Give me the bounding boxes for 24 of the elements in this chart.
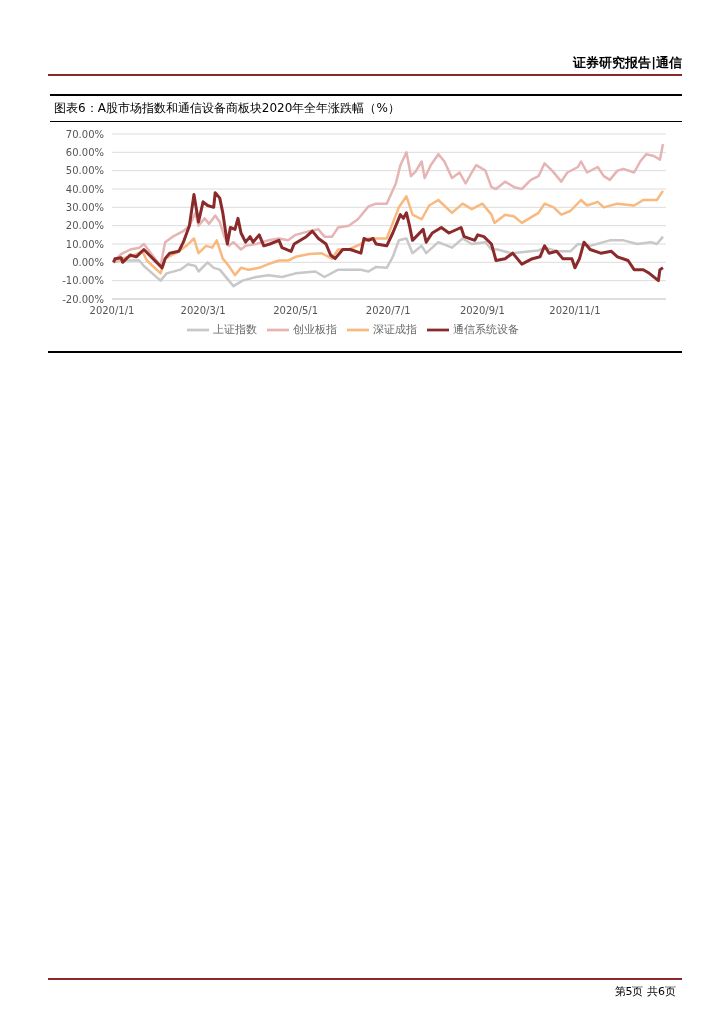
y-tick-label: -20.00% — [62, 293, 104, 305]
x-tick-label: 2020/5/1 — [273, 305, 319, 317]
legend-label: 创业板指 — [293, 323, 337, 336]
x-tick-label: 2020/11/1 — [549, 305, 601, 317]
y-tick-label: 70.00% — [65, 128, 104, 140]
y-tick-label: 10.00% — [65, 238, 104, 250]
y-tick-label: 0.00% — [72, 256, 104, 268]
y-tick-label: 60.00% — [65, 146, 104, 158]
x-tick-label: 2020/7/1 — [365, 305, 411, 317]
y-tick-label: -10.00% — [62, 275, 104, 287]
y-tick-label: 30.00% — [65, 201, 104, 213]
chart-title: 图表6：A股市场指数和通信设备商板块2020年全年涨跌幅（%） — [50, 94, 682, 122]
legend-label: 上证指数 — [213, 323, 257, 336]
y-tick-label: 40.00% — [65, 183, 104, 195]
legend-label: 通信系统设备 — [453, 323, 519, 336]
x-tick-label: 2020/9/1 — [459, 305, 505, 317]
y-tick-label: 20.00% — [65, 220, 104, 232]
x-tick-label: 2020/3/1 — [180, 305, 226, 317]
legend-label: 深证成指 — [373, 323, 417, 336]
text: 第5页 共6页 — [614, 984, 676, 999]
line-series — [112, 142, 665, 268]
y-tick-label: 50.00% — [65, 165, 104, 177]
text: 证券研究报告|通信 — [573, 54, 682, 72]
x-tick-label: 2020/1/1 — [89, 305, 135, 317]
